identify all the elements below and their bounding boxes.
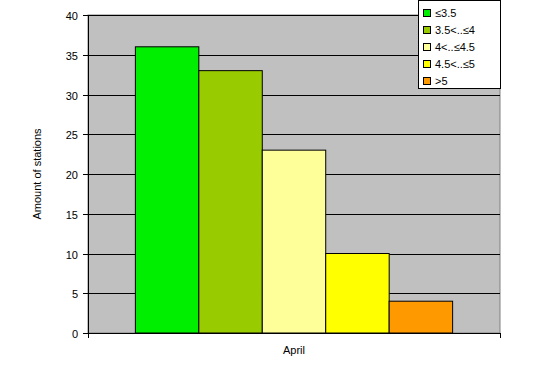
y-tick-label: 5 xyxy=(72,288,78,300)
legend-label: ≤3.5 xyxy=(435,7,456,19)
bar xyxy=(389,301,452,333)
x-tick xyxy=(500,333,501,338)
y-axis xyxy=(88,15,89,333)
legend-label: 4.5<..≤5 xyxy=(435,58,475,70)
legend-swatch xyxy=(424,10,431,17)
chart-svg: 0 5 10 15 20 25 30 35 40 April Amount of stations ≤… xyxy=(0,0,538,369)
y-tick xyxy=(83,134,88,135)
bar xyxy=(135,47,198,333)
legend: ≤3.5 3.5<..≤4 4<..≤4.5 4.5<..≤5 >5 xyxy=(419,1,501,89)
legend-swatch xyxy=(424,61,431,68)
plot-area xyxy=(88,15,500,333)
y-tick-label: 25 xyxy=(66,129,78,141)
y-tick-label: 0 xyxy=(72,328,78,340)
y-tick xyxy=(83,254,88,255)
bars xyxy=(135,47,452,333)
y-tick-label: 15 xyxy=(66,209,78,221)
y-tick xyxy=(83,293,88,294)
bar xyxy=(199,71,262,333)
y-tick-label: 35 xyxy=(66,50,78,62)
bar xyxy=(262,150,325,333)
y-tick-label: 40 xyxy=(66,10,78,22)
y-tick-label: 20 xyxy=(66,169,78,181)
y-tick xyxy=(83,95,88,96)
legend-label: 4<..≤4.5 xyxy=(435,41,475,53)
y-tick xyxy=(83,55,88,56)
y-tick-label: 10 xyxy=(66,249,78,261)
y-tick xyxy=(83,333,88,334)
y-tick xyxy=(83,214,88,215)
y-tick xyxy=(83,15,88,16)
chart-container: 0 5 10 15 20 25 30 35 40 April Amount of stations ≤… xyxy=(0,0,538,369)
legend-label: >5 xyxy=(435,75,448,87)
legend-label: 3.5<..≤4 xyxy=(435,24,475,36)
legend-box xyxy=(419,1,501,89)
grid-line xyxy=(88,333,500,334)
bar xyxy=(326,254,389,334)
legend-swatch xyxy=(424,27,431,34)
x-tick xyxy=(88,333,89,338)
y-tick-label: 30 xyxy=(66,90,78,102)
y-tick xyxy=(83,174,88,175)
y-axis-label: Amount of stations xyxy=(31,128,43,220)
x-tick-label: April xyxy=(283,344,305,356)
x-axis xyxy=(88,333,500,334)
legend-swatch xyxy=(424,78,431,85)
legend-swatch xyxy=(424,44,431,51)
